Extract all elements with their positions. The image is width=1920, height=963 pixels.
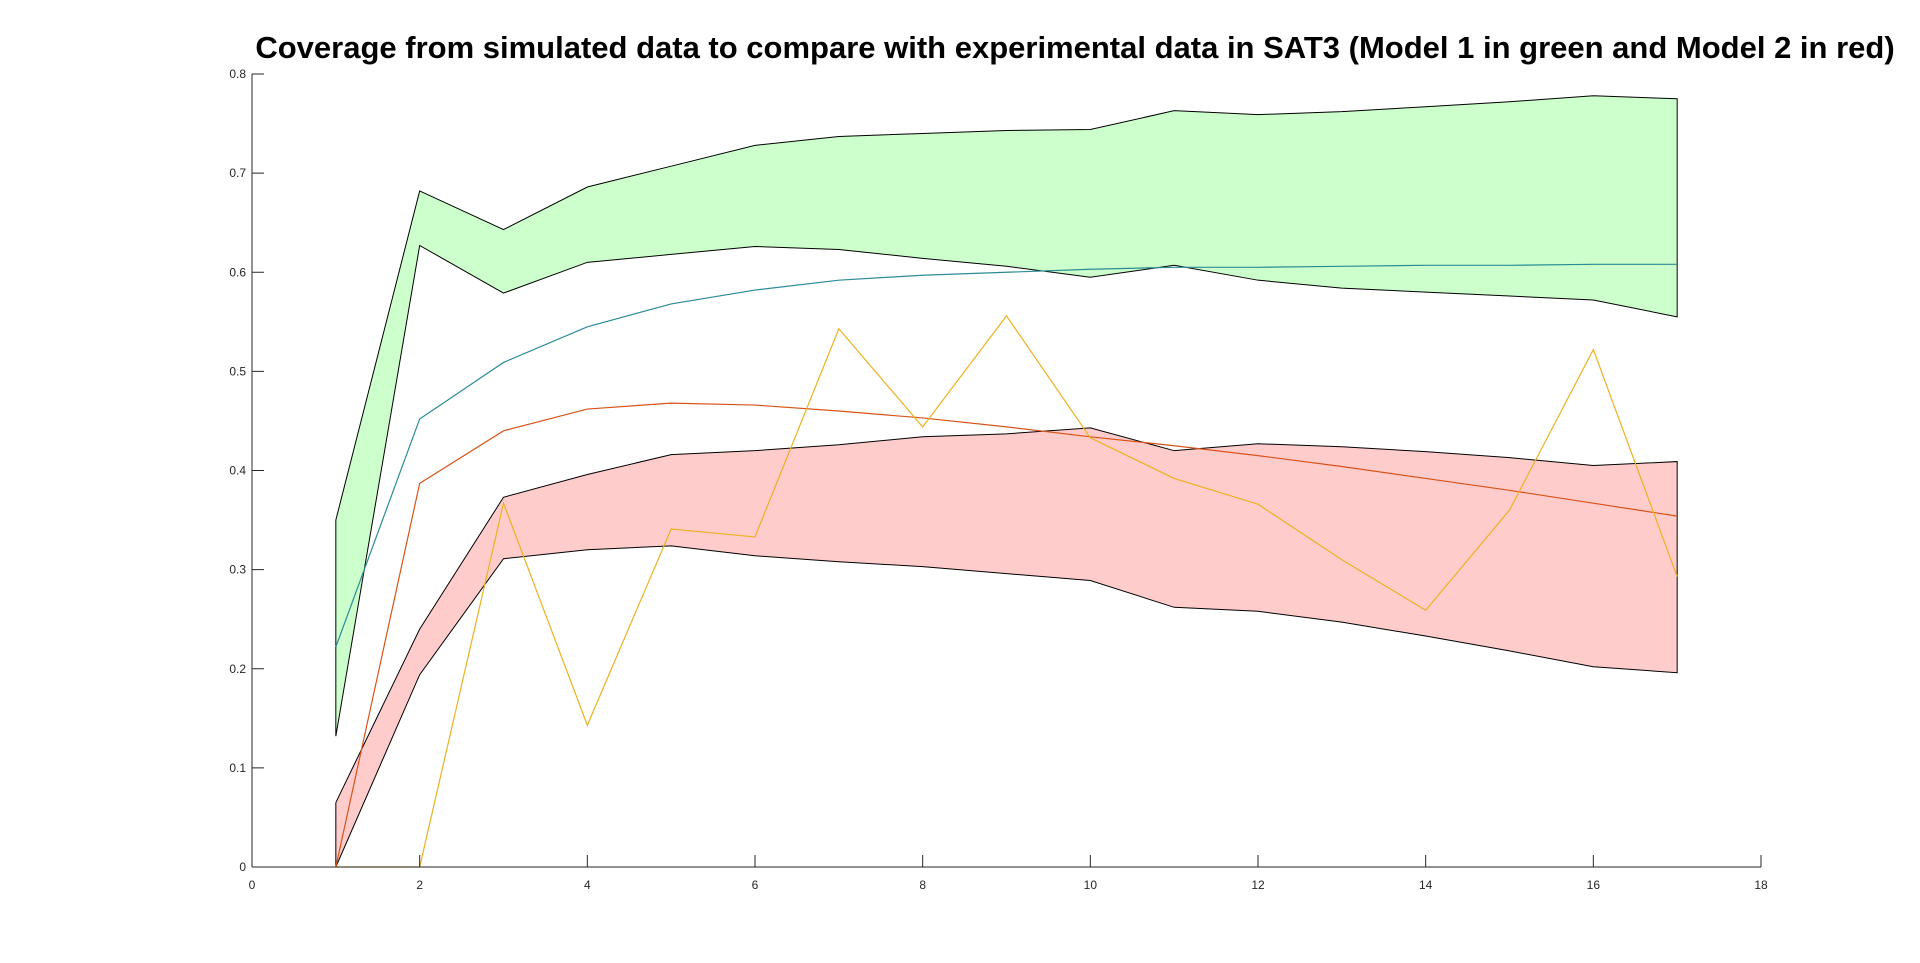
series-layer [335, 263, 1678, 868]
y-tick-label: 0.1 [229, 761, 246, 775]
series-experimental-3-line [335, 314, 1678, 868]
y-tick-label: 0.4 [229, 464, 246, 478]
x-tick-label: 2 [416, 878, 423, 892]
band-1-edge [335, 95, 1678, 737]
band-layer [335, 95, 1678, 868]
series-mean-1-line [335, 263, 1678, 648]
y-tick-label: 0.5 [229, 364, 246, 378]
y-tick-label: 0.7 [229, 166, 246, 180]
series-mean-2-line [335, 402, 1678, 868]
x-tick-label: 12 [1251, 878, 1265, 892]
x-tick-label: 0 [249, 878, 256, 892]
x-tick-label: 6 [752, 878, 759, 892]
y-tick-label: 0.2 [229, 662, 246, 676]
x-tick-label: 14 [1419, 878, 1433, 892]
y-tick-label: 0.6 [229, 265, 246, 279]
tick-layer: 0 2 4 6 8 10 12 14 16 18 0 0.1 0.2 0.3 0.4 0.5 0.6 0.7 0.8 [229, 67, 1768, 892]
x-tick-label: 4 [584, 878, 591, 892]
band-2-fill [335, 427, 1678, 867]
y-tick-label: 0.8 [229, 67, 246, 81]
y-tick-label: 0.3 [229, 563, 246, 577]
x-tick-label: 18 [1754, 878, 1768, 892]
x-tick-label: 10 [1084, 878, 1098, 892]
x-tick-label: 8 [919, 878, 926, 892]
y-tick-label: 0 [239, 860, 246, 874]
band-2-edge [335, 427, 1678, 868]
band-1-fill [335, 95, 1678, 737]
x-tick-label: 16 [1587, 878, 1601, 892]
chart-title: Coverage from simulated data to compare … [255, 30, 1895, 65]
